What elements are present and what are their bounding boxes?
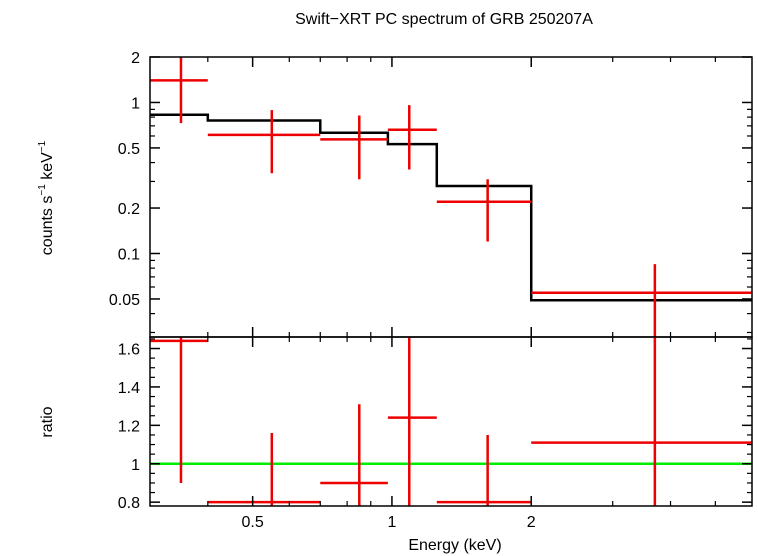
ratio-data-point (436, 434, 532, 506)
ratio-tick-label: 0.8 (118, 495, 140, 512)
spectrum-data-point (150, 57, 208, 124)
model-step (150, 113, 752, 302)
spectrum-tick-label: 0.1 (118, 247, 140, 264)
spectrum-data-point (320, 115, 388, 180)
spectrum-data-point (207, 110, 321, 174)
spectrum-tick-label: 1 (131, 95, 140, 112)
spectrum-tick-label: 0.2 (118, 201, 140, 218)
model-step-line (150, 113, 752, 302)
ratio-data-point (207, 433, 321, 506)
spectrum-panel: 2 1 0.5 0.2 0.1 0.05 (109, 50, 753, 338)
spectrum-tick-label: 0.05 (109, 292, 140, 309)
x-tick-label: 0.5 (242, 514, 264, 531)
ratio-y-ticks: 1.6 1.4 1.2 1 0.8 (118, 338, 752, 512)
ratio-tick-label: 1.4 (118, 380, 140, 397)
spectrum-tick-label: 2 (131, 50, 140, 67)
x-axis-ticks: 0.5 1 2 (207, 57, 716, 531)
ratio-panel: 1.6 1.4 1.2 1 0.8 (118, 336, 753, 512)
spectrum-frame (149, 56, 753, 338)
ratio-y-axis-label: ratio (39, 406, 56, 437)
spectrum-data-point (387, 105, 437, 170)
spectrum-tick-label: 0.5 (118, 141, 140, 158)
spectrum-data-point (531, 264, 752, 337)
x-axis-label: Energy (keV) (408, 537, 501, 554)
ratio-tick-label: 1.2 (118, 418, 140, 435)
ratio-data-point (531, 337, 752, 506)
chart-title: Swift−XRT PC spectrum of GRB 250207A (295, 11, 593, 28)
ratio-data-point (320, 404, 388, 506)
ratio-frame (149, 336, 753, 507)
x-tick-label: 1 (387, 514, 396, 531)
ratio-tick-label: 1.6 (118, 342, 140, 359)
ratio-data-points (150, 337, 752, 506)
x-tick-label: 2 (527, 514, 536, 531)
spectrum-y-axis-label: counts s−1 keV−1 (37, 140, 56, 255)
ratio-tick-label: 1 (131, 457, 140, 474)
spectrum-data-points (150, 57, 752, 337)
spectrum-data-point (436, 179, 532, 242)
ratio-data-point (150, 337, 208, 483)
ratio-data-point (387, 337, 437, 506)
